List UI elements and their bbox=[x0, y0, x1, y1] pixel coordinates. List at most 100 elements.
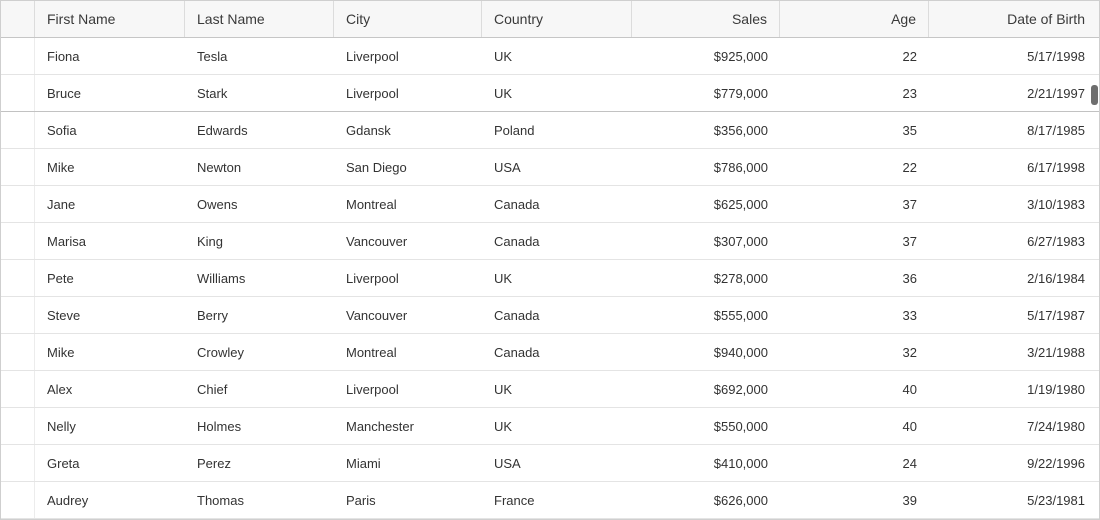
row-header[interactable] bbox=[1, 445, 35, 481]
table-row[interactable]: Audrey Thomas Paris France $626,000 39 5/23/19… bbox=[1, 482, 1099, 519]
cell-city[interactable]: Gdansk bbox=[346, 122, 391, 138]
table-row[interactable]: Steve Berry Vancouver Canada $555,000 33 5/17/… bbox=[1, 297, 1099, 334]
row-header[interactable] bbox=[1, 334, 35, 370]
cell-last-name[interactable]: Crowley bbox=[197, 344, 244, 360]
column-header-last-name[interactable]: Last Name bbox=[185, 1, 334, 37]
vertical-scrollbar-thumb[interactable] bbox=[1091, 85, 1098, 105]
cell-date-of-birth[interactable]: 5/23/1981 bbox=[1027, 492, 1085, 508]
cell-age[interactable]: 37 bbox=[902, 233, 917, 249]
cell-sales[interactable]: $786,000 bbox=[713, 159, 768, 175]
cell-first-name[interactable]: Greta bbox=[47, 455, 80, 471]
table-row[interactable]: Alex Chief Liverpool UK $692,000 40 1/19/1980 bbox=[1, 371, 1099, 408]
cell-city[interactable]: Liverpool bbox=[346, 381, 399, 397]
cell-sales[interactable]: $550,000 bbox=[713, 418, 768, 434]
cell-age[interactable]: 40 bbox=[902, 381, 917, 397]
cell-last-name[interactable]: Edwards bbox=[197, 122, 248, 138]
cell-date-of-birth[interactable]: 6/27/1983 bbox=[1027, 233, 1085, 249]
cell-date-of-birth[interactable]: 3/21/1988 bbox=[1027, 344, 1085, 360]
cell-date-of-birth[interactable]: 7/24/1980 bbox=[1027, 418, 1085, 434]
row-header[interactable] bbox=[1, 186, 35, 222]
cell-date-of-birth[interactable]: 9/22/1996 bbox=[1027, 455, 1085, 471]
cell-country[interactable]: UK bbox=[494, 85, 513, 101]
cell-sales[interactable]: $779,000 bbox=[713, 85, 768, 101]
cell-last-name[interactable]: Owens bbox=[197, 196, 238, 212]
cell-first-name[interactable]: Sofia bbox=[47, 122, 77, 138]
cell-city[interactable]: Montreal bbox=[346, 196, 397, 212]
row-header[interactable] bbox=[1, 38, 35, 74]
table-row[interactable]: Nelly Holmes Manchester UK $550,000 40 7/24/19… bbox=[1, 408, 1099, 445]
cell-sales[interactable]: $307,000 bbox=[713, 233, 768, 249]
cell-sales[interactable]: $940,000 bbox=[713, 344, 768, 360]
cell-sales[interactable]: $410,000 bbox=[713, 455, 768, 471]
cell-last-name[interactable]: Williams bbox=[197, 270, 246, 286]
cell-last-name[interactable]: Newton bbox=[197, 159, 242, 175]
cell-age[interactable]: 22 bbox=[902, 159, 917, 175]
row-header[interactable] bbox=[1, 297, 35, 333]
cell-country[interactable]: Poland bbox=[494, 122, 535, 138]
cell-first-name[interactable]: Jane bbox=[47, 196, 76, 212]
cell-age[interactable]: 24 bbox=[902, 455, 917, 471]
cell-age[interactable]: 39 bbox=[902, 492, 917, 508]
row-header[interactable] bbox=[1, 260, 35, 296]
table-row[interactable]: Marisa King Vancouver Canada $307,000 37 6/27/… bbox=[1, 223, 1099, 260]
column-header-date-of-birth[interactable]: Date of Birth bbox=[1007, 11, 1085, 27]
cell-age[interactable]: 23 bbox=[902, 85, 917, 101]
cell-first-name[interactable]: Fiona bbox=[47, 48, 80, 64]
cell-last-name[interactable]: Chief bbox=[197, 381, 228, 397]
cell-last-name[interactable]: Berry bbox=[197, 307, 229, 323]
cell-date-of-birth[interactable]: 6/17/1998 bbox=[1027, 159, 1085, 175]
cell-country[interactable]: France bbox=[494, 492, 535, 508]
table-row[interactable]: Mike Newton San Diego USA $786,000 22 6/17/199… bbox=[1, 149, 1099, 186]
cell-date-of-birth[interactable]: 5/17/1987 bbox=[1027, 307, 1085, 323]
cell-city[interactable]: Liverpool bbox=[346, 48, 399, 64]
cell-age[interactable]: 22 bbox=[902, 48, 917, 64]
column-header-age[interactable]: Age bbox=[780, 1, 929, 37]
table-row[interactable]: Pete Williams Liverpool UK $278,000 36 2/16/19… bbox=[1, 260, 1099, 297]
cell-last-name[interactable]: Tesla bbox=[197, 48, 228, 64]
cell-date-of-birth[interactable]: 5/17/1998 bbox=[1027, 48, 1085, 64]
cell-age[interactable]: 32 bbox=[902, 344, 917, 360]
cell-date-of-birth[interactable]: 2/16/1984 bbox=[1027, 270, 1085, 286]
row-header[interactable] bbox=[1, 75, 35, 111]
cell-country[interactable]: UK bbox=[494, 381, 513, 397]
cell-age[interactable]: 33 bbox=[902, 307, 917, 323]
cell-sales[interactable]: $626,000 bbox=[713, 492, 768, 508]
cell-city[interactable]: Liverpool bbox=[346, 85, 399, 101]
column-header-country[interactable]: Country bbox=[482, 1, 632, 37]
cell-city[interactable]: Vancouver bbox=[346, 307, 408, 323]
row-header[interactable] bbox=[1, 371, 35, 407]
cell-sales[interactable]: $692,000 bbox=[713, 381, 768, 397]
cell-country[interactable]: Canada bbox=[494, 196, 540, 212]
table-row[interactable]: Mike Crowley Montreal Canada $940,000 32 3/21/… bbox=[1, 334, 1099, 371]
table-row[interactable]: Sofia Edwards Gdansk Poland $356,000 35 8/17/1… bbox=[1, 112, 1099, 149]
cell-first-name[interactable]: Alex bbox=[47, 381, 73, 397]
cell-city[interactable]: Liverpool bbox=[346, 270, 399, 286]
cell-city[interactable]: Miami bbox=[346, 455, 381, 471]
cell-age[interactable]: 35 bbox=[902, 122, 917, 138]
cell-city[interactable]: San Diego bbox=[346, 159, 407, 175]
row-header[interactable] bbox=[1, 223, 35, 259]
cell-first-name[interactable]: Mike bbox=[47, 159, 75, 175]
cell-date-of-birth[interactable]: 8/17/1985 bbox=[1027, 122, 1085, 138]
cell-last-name[interactable]: Perez bbox=[197, 455, 231, 471]
cell-country[interactable]: USA bbox=[494, 455, 521, 471]
column-header-city[interactable]: City bbox=[334, 1, 482, 37]
cell-country[interactable]: USA bbox=[494, 159, 521, 175]
cell-sales[interactable]: $625,000 bbox=[713, 196, 768, 212]
cell-city[interactable]: Paris bbox=[346, 492, 376, 508]
cell-country[interactable]: UK bbox=[494, 270, 513, 286]
row-header[interactable] bbox=[1, 482, 35, 518]
cell-city[interactable]: Vancouver bbox=[346, 233, 408, 249]
cell-age[interactable]: 40 bbox=[902, 418, 917, 434]
cell-first-name[interactable]: Audrey bbox=[47, 492, 89, 508]
row-header[interactable] bbox=[1, 112, 35, 148]
cell-first-name[interactable]: Nelly bbox=[47, 418, 76, 434]
cell-date-of-birth[interactable]: 1/19/1980 bbox=[1027, 381, 1085, 397]
cell-last-name[interactable]: Thomas bbox=[197, 492, 244, 508]
cell-sales[interactable]: $278,000 bbox=[713, 270, 768, 286]
cell-country[interactable]: Canada bbox=[494, 344, 540, 360]
cell-first-name[interactable]: Steve bbox=[47, 307, 81, 323]
cell-sales[interactable]: $925,000 bbox=[713, 48, 768, 64]
cell-city[interactable]: Manchester bbox=[346, 418, 414, 434]
cell-age[interactable]: 36 bbox=[902, 270, 917, 286]
